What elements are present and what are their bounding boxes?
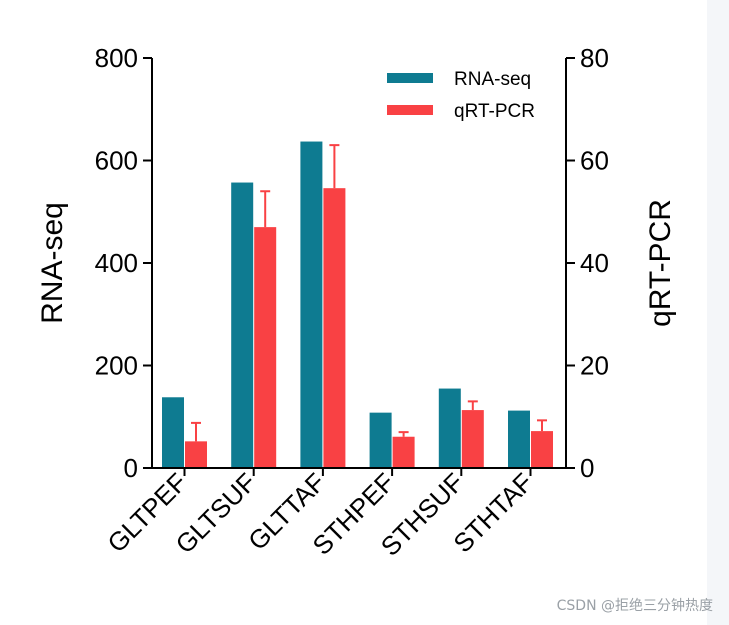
bar-qrt-pcr-gltpef [185,441,207,468]
bar-rna-seq-gltpef [162,397,184,468]
y2-tick-label-20: 20 [580,351,609,381]
legend: RNA-seq qRT-PCR [387,69,535,122]
bar-qrt-pcr-sthsuf [461,410,484,468]
bars-layer [162,141,553,469]
legend-label-rna-seq: RNA-seq [454,69,531,90]
axes-layer: GLTPEFGLTSUFGLTTAFSTHPEFSTHSUFSTHTAF0200… [36,43,677,562]
legend-label-qrt-pcr: qRT-PCR [454,101,535,122]
legend-swatch-rna-seq [387,73,433,83]
y-tick-label-0: 0 [124,453,138,483]
bar-qrt-pcr-sthpef [392,436,415,468]
bar-qrt-pcr-sthtaf [531,431,553,468]
watermark: CSDN @拒绝三分钟热度 [556,598,713,614]
bar-qrt-pcr-gltsuf [254,227,277,468]
y-axis-title: RNA-seq [36,202,69,324]
bar-chart: GLTPEFGLTSUFGLTTAFSTHPEFSTHSUFSTHTAF0200… [36,43,677,562]
y2-tick-label-40: 40 [580,248,609,278]
bar-rna-seq-sthpef [369,412,392,468]
y2-axis-title: qRT-PCR [644,199,677,327]
page-edge-strip [707,0,729,625]
y-tick-label-200: 200 [95,351,138,381]
bar-qrt-pcr-glttaf [323,188,346,469]
bar-rna-seq-sthsuf [438,388,461,468]
y2-tick-label-60: 60 [580,146,609,176]
bar-rna-seq-glttaf [300,141,323,468]
y-tick-label-600: 600 [95,146,138,176]
y-tick-label-400: 400 [95,248,138,278]
y2-tick-label-80: 80 [580,43,609,73]
bar-rna-seq-gltsuf [231,182,254,468]
error-bars-layer [191,144,547,442]
y-tick-label-800: 800 [95,43,138,73]
y2-tick-label-0: 0 [580,453,594,483]
legend-swatch-qrt-pcr [387,105,433,115]
bar-rna-seq-sthtaf [508,410,530,468]
